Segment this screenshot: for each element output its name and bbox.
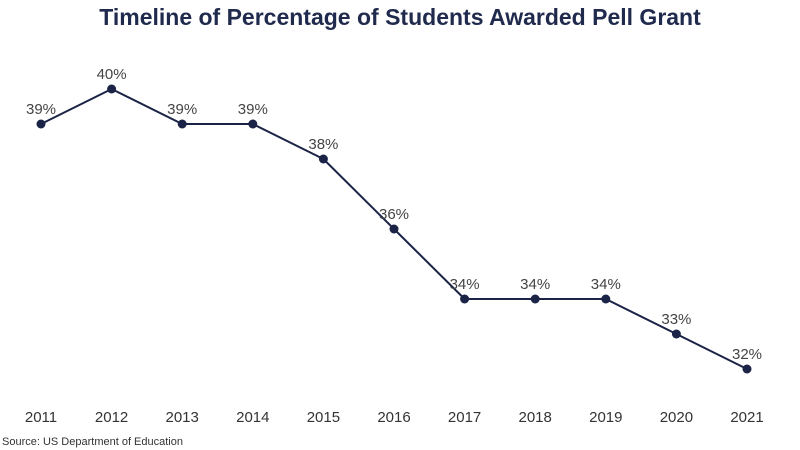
series-line-segment bbox=[252, 123, 324, 160]
data-point-layer bbox=[36, 84, 752, 374]
series-line-segment bbox=[393, 228, 466, 300]
data-point-2021 bbox=[742, 364, 752, 374]
series-line-segment bbox=[675, 333, 748, 370]
series-line-segment bbox=[111, 88, 183, 125]
data-label-2012: 40% bbox=[97, 66, 127, 83]
data-label-2019: 34% bbox=[591, 276, 621, 293]
data-point-2017 bbox=[460, 294, 470, 304]
data-point-2018 bbox=[530, 294, 540, 304]
data-label-2020: 33% bbox=[661, 311, 691, 328]
x-tick-label-2013: 2013 bbox=[166, 409, 199, 426]
x-axis-ticks: 2011 2012 2013 2014 2015 2016 2017 2018 2019 2020… bbox=[25, 409, 764, 426]
data-label-2021: 32% bbox=[732, 346, 762, 363]
series-line-layer bbox=[40, 88, 748, 370]
data-label-2015: 38% bbox=[308, 136, 338, 153]
data-label-2011: 39% bbox=[26, 101, 56, 118]
x-tick-label-2011: 2011 bbox=[25, 409, 57, 426]
series-line-segment bbox=[322, 158, 395, 230]
series-line-segment bbox=[40, 88, 113, 125]
x-tick-label-2012: 2012 bbox=[95, 409, 128, 426]
data-label-2013: 39% bbox=[167, 101, 197, 118]
data-point-2016 bbox=[389, 224, 399, 234]
data-label-2018: 34% bbox=[520, 276, 550, 293]
data-label-layer: 39% 40% 39% 39% 38% 36% 34% 34% 34% 33% 32% bbox=[26, 66, 762, 363]
x-tick-label-2016: 2016 bbox=[377, 409, 410, 426]
data-point-2020 bbox=[671, 329, 681, 339]
x-tick-label-2019: 2019 bbox=[589, 409, 622, 426]
x-tick-label-2017: 2017 bbox=[448, 409, 481, 426]
data-point-2013 bbox=[177, 119, 187, 129]
x-tick-label-2021: 2021 bbox=[730, 409, 763, 426]
x-tick-label-2020: 2020 bbox=[660, 409, 693, 426]
data-point-2019 bbox=[601, 294, 611, 304]
data-label-2016: 36% bbox=[379, 206, 409, 223]
data-label-2014: 39% bbox=[238, 101, 268, 118]
data-point-2015 bbox=[318, 154, 328, 164]
x-tick-label-2015: 2015 bbox=[307, 409, 340, 426]
chart-title: Timeline of Percentage of Students Award… bbox=[99, 4, 701, 30]
x-tick-label-2014: 2014 bbox=[236, 409, 269, 426]
x-tick-label-2018: 2018 bbox=[519, 409, 552, 426]
data-point-2011 bbox=[36, 119, 46, 129]
data-point-2012 bbox=[107, 84, 117, 94]
series-line-segment bbox=[605, 298, 677, 335]
data-label-2017: 34% bbox=[450, 276, 480, 293]
data-point-2014 bbox=[248, 119, 258, 129]
source-note: Source: US Department of Education bbox=[2, 436, 183, 448]
